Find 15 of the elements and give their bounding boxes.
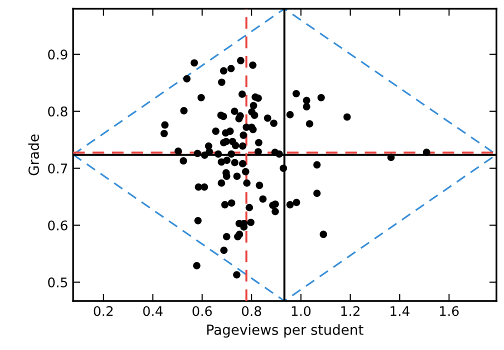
x-tick-label: 1.4 [390, 306, 410, 316]
x-tick-label: 1.2 [341, 306, 360, 316]
y-tick-label: 0.9 [48, 50, 68, 60]
x-tick-label: 0.4 [143, 306, 163, 316]
x-axis-title: Pageviews per student [207, 324, 364, 338]
y-tick-label: 0.7 [48, 163, 68, 174]
y-axis-title: Grade [28, 134, 39, 176]
x-tick-label: 0.2 [94, 306, 113, 316]
y-tick-label: 0.8 [48, 106, 68, 116]
x-tick-label: 1.6 [440, 306, 459, 316]
x-tick-label: 0.6 [192, 306, 212, 316]
y-tick-label: 0.5 [48, 277, 68, 288]
y-tick-label: 0.6 [48, 220, 68, 230]
x-tick-label: 1.0 [292, 306, 311, 316]
x-tick-label: 0.8 [242, 306, 262, 316]
